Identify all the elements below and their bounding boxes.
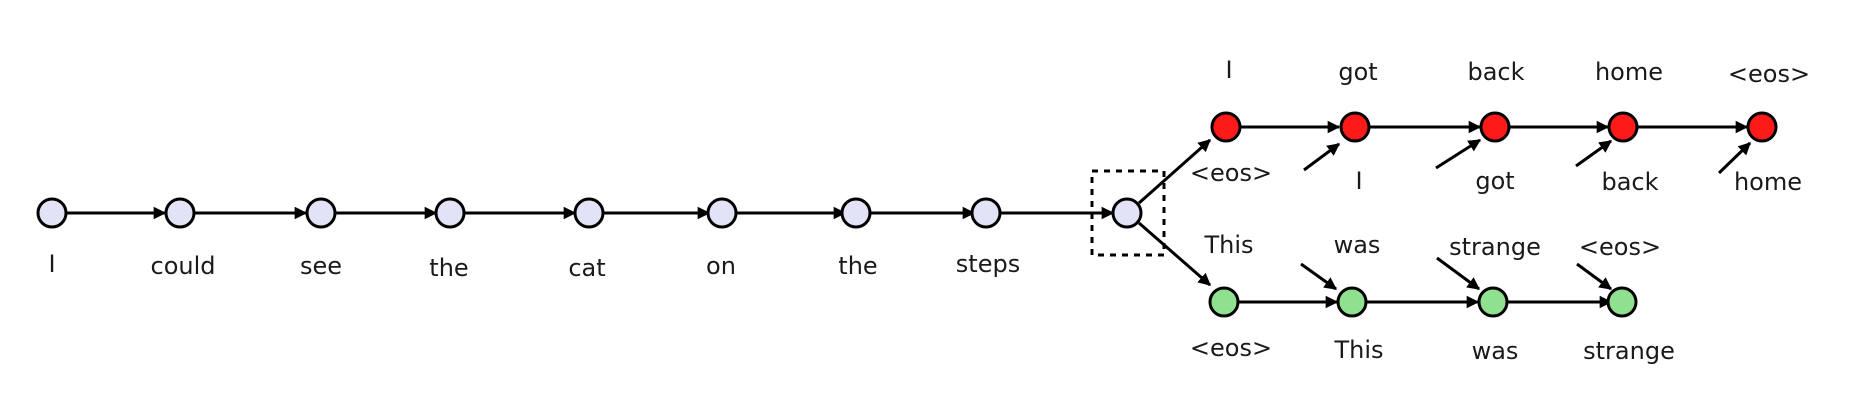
encoder-token-7: the xyxy=(838,252,877,280)
decoder-bottom-output-3: strange xyxy=(1449,233,1541,261)
encoder-token-labels: I could see the cat on the steps xyxy=(48,250,1020,282)
decoder-bottom-input-labels: <eos> This was strange xyxy=(1190,334,1675,365)
encoder-node-6 xyxy=(706,197,738,229)
decoder-top-node-4 xyxy=(1607,111,1639,143)
encoder-node-3 xyxy=(305,197,337,229)
decoder-bottom-input-4: strange xyxy=(1583,337,1675,365)
decoder-bottom-chain: This was strange <eos> <eos> This was st… xyxy=(1190,231,1675,365)
decoder-bottom-input-2: This xyxy=(1333,336,1383,364)
decoder-top-input-5: home xyxy=(1734,168,1802,196)
decoder-top-input-labels: <eos> I got back home xyxy=(1190,159,1802,196)
decoder-bottom-input-arrow-4 xyxy=(1576,262,1613,291)
branch-arrows xyxy=(1138,138,1211,287)
decoder-top-output-3: back xyxy=(1467,58,1524,86)
decoder-bottom-input-1: <eos> xyxy=(1190,334,1272,362)
decoder-top-output-labels: I got back home <eos> xyxy=(1225,56,1810,88)
encoder-node-4 xyxy=(434,197,466,229)
decoder-bottom-node-4 xyxy=(1606,286,1638,318)
decoder-bottom-nodes xyxy=(1208,286,1638,318)
branch-arrow-bottom xyxy=(1138,221,1211,287)
encoder-token-6: on xyxy=(706,252,736,280)
decoder-top-input-2: I xyxy=(1355,167,1362,195)
encoder-token-8: steps xyxy=(956,250,1020,278)
decoder-top-chain: I got back home <eos> <eos> I got back h… xyxy=(1190,56,1810,196)
decoder-top-input-arrows xyxy=(1303,138,1752,175)
decoder-top-input-arrow-5 xyxy=(1717,141,1752,175)
decoder-bottom-input-arrow-2 xyxy=(1300,262,1338,291)
decoder-top-input-arrow-2 xyxy=(1303,142,1341,172)
decoder-top-output-1: I xyxy=(1225,56,1232,84)
encoder-token-5: cat xyxy=(568,254,605,282)
encoder-node-2 xyxy=(164,197,196,229)
decoder-top-output-2: got xyxy=(1338,58,1377,86)
decoder-top-input-arrow-3 xyxy=(1435,138,1482,170)
encoder-token-1: I xyxy=(48,250,55,278)
encoder-state-box xyxy=(1090,169,1166,257)
decoder-top-node-2 xyxy=(1339,111,1371,143)
decoder-bottom-output-2: was xyxy=(1334,231,1381,259)
decoder-top-input-arrow-4 xyxy=(1575,139,1613,168)
branch-arrow-top xyxy=(1138,138,1211,205)
decoder-bottom-node-1 xyxy=(1208,286,1240,318)
decoder-bottom-input-3: was xyxy=(1472,337,1519,365)
decoder-bottom-output-1: This xyxy=(1203,231,1253,259)
decoder-bottom-node-2 xyxy=(1336,286,1368,318)
decoder-bottom-node-3 xyxy=(1477,286,1509,318)
decoder-top-input-3: got xyxy=(1475,167,1514,195)
decoder-top-nodes xyxy=(1210,111,1778,143)
encoder-chain: I could see the cat on the steps xyxy=(36,169,1166,282)
encoder-node-7 xyxy=(840,197,872,229)
encoder-nodes xyxy=(36,197,1143,229)
decoder-top-node-5 xyxy=(1746,111,1778,143)
decoder-top-input-1: <eos> xyxy=(1190,159,1272,187)
decoder-top-output-4: home xyxy=(1595,58,1663,86)
decoder-top-node-3 xyxy=(1479,111,1511,143)
decoder-bottom-input-arrow-3 xyxy=(1436,256,1481,291)
encoder-token-4: the xyxy=(429,254,468,282)
encoder-final-node xyxy=(1111,197,1143,229)
encoder-token-2: could xyxy=(151,252,216,280)
decoder-top-input-4: back xyxy=(1601,168,1658,196)
decoder-top-node-1 xyxy=(1210,111,1242,143)
decoder-bottom-input-arrows xyxy=(1300,256,1613,291)
encoder-token-3: see xyxy=(300,252,342,280)
decoder-bottom-output-4: <eos> xyxy=(1579,233,1661,261)
encoder-node-1 xyxy=(36,197,68,229)
decoder-bottom-output-labels: This was strange <eos> xyxy=(1203,231,1661,261)
encoder-node-8 xyxy=(970,197,1002,229)
decoder-top-output-5: <eos> xyxy=(1728,60,1810,88)
encoder-node-5 xyxy=(573,197,605,229)
